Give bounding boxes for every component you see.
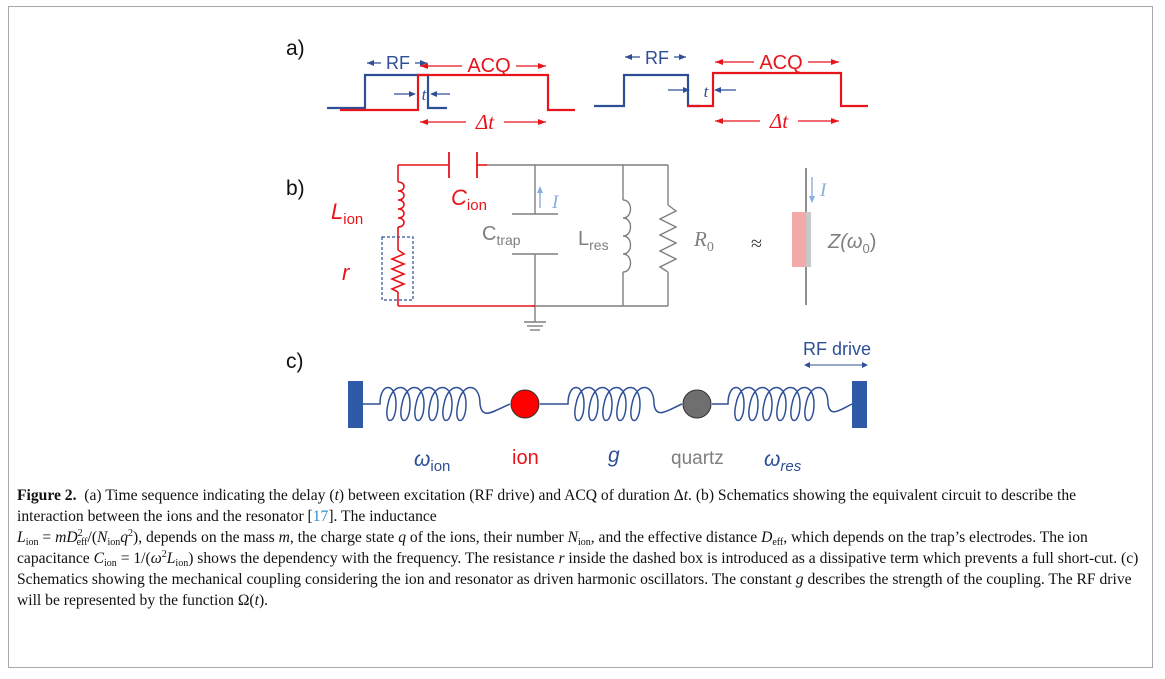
l-res-inductor: [622, 165, 632, 306]
delta-t-label-right: Δt: [769, 109, 789, 133]
omega-res-label: ωres: [764, 448, 802, 475]
spring-right: [712, 386, 853, 422]
rf-drive-label: RF drive: [803, 339, 871, 359]
quartz-resonator: [792, 168, 815, 305]
spring-middle: [540, 386, 683, 422]
panel-label-c: c): [286, 350, 304, 373]
acq-label-right: ACQ: [759, 52, 802, 74]
rf-label-right: RF: [645, 48, 669, 68]
dashed-box: [381, 236, 414, 301]
rf-pulse-left: [327, 73, 447, 110]
delta-t-label-left: Δt: [475, 110, 495, 134]
panel-label-b: b): [286, 177, 305, 200]
impedance-label: Z(ω0): [827, 231, 876, 256]
r-resistor: [389, 249, 407, 293]
ion-label: ion: [512, 447, 539, 469]
left-wall: [348, 381, 363, 428]
acq-pulse-right: [687, 71, 868, 108]
timing-diagram-right: RF ACQ t Δt: [594, 46, 868, 135]
l-ion-inductor: [397, 181, 405, 228]
quartz-mass: [682, 389, 712, 419]
rf-label-left: RF: [386, 53, 410, 73]
current-label-resonator: I: [819, 180, 828, 201]
t-label-left: t: [422, 85, 428, 104]
g-label: g: [608, 444, 620, 467]
acq-label-left: ACQ: [467, 55, 510, 77]
t-label-right: t: [704, 82, 710, 101]
quartz-label: quartz: [671, 448, 724, 469]
figure-frame: [8, 6, 1153, 668]
figure-label: Figure 2.: [17, 487, 77, 504]
approx-symbol: ≈: [751, 233, 762, 255]
omega-ion-label: ωion: [414, 448, 450, 475]
panel-label-a: a): [286, 37, 305, 60]
right-wall: [852, 381, 867, 428]
r-label: r: [342, 260, 351, 285]
l-ion-label: Lion: [331, 199, 363, 228]
r0-label: R0: [693, 227, 714, 255]
reference-link[interactable]: 17: [312, 508, 329, 525]
l-res-label: Lres: [578, 228, 609, 253]
equivalent-circuit: I Ctrap Lres R0 ≈ Lion Cion: [331, 152, 876, 331]
c-trap-label: Ctrap: [482, 223, 521, 248]
ion-mass: [510, 389, 540, 419]
spring-left: [363, 386, 511, 422]
r0-resistor: [658, 165, 678, 306]
figure-caption: Figure 2. (a) Time sequence indicating t…: [17, 487, 1139, 609]
current-label: I: [551, 192, 560, 213]
timing-diagram-left: RF ACQ t Δt: [327, 52, 575, 136]
acq-pulse-left: [340, 73, 575, 112]
figure-2-diagram: a) RF ACQ t Δt: [286, 37, 876, 475]
c-trap-capacitor: [512, 165, 558, 306]
c-ion-label: Cion: [451, 185, 487, 214]
mechanical-model: RF drive ωion ion g quartz ωres: [348, 339, 871, 475]
